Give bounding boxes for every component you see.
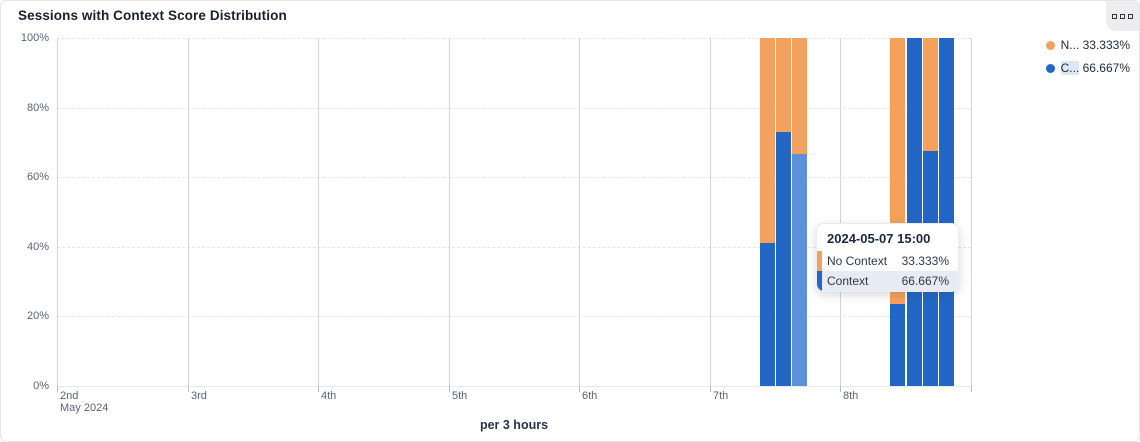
x-axis-label: 5th [452, 390, 468, 402]
x-axis-label: 4th [321, 390, 337, 402]
legend-value: 66.667% [1082, 61, 1130, 75]
legend-label: N... [1060, 38, 1080, 52]
x-axis-title: per 3 hours [479, 418, 549, 432]
x-axis-label: 7th [713, 390, 729, 402]
y-axis-label: 100% [20, 32, 49, 44]
y-axis-label: 40% [26, 240, 49, 253]
legend-value: 33.333% [1082, 38, 1130, 52]
y-axis-label: 60% [26, 171, 49, 184]
x-axis-tick [971, 386, 972, 392]
bar-segment-context[interactable] [939, 38, 955, 386]
x-axis-label: 8th [843, 390, 859, 402]
tooltip-title: 2024-05-07 15:00 [827, 231, 931, 246]
grid-menu-square [1120, 13, 1125, 19]
tooltip-row-context: Context 66.667% [817, 271, 958, 291]
tooltip-series-value: 66.667% [901, 274, 949, 288]
x-gridline [449, 38, 450, 386]
bar-segment-context[interactable] [759, 243, 775, 386]
x-gridline [188, 38, 189, 386]
y-gridline [57, 316, 971, 318]
x-axis-tick [188, 386, 189, 392]
x-axis-label: 3rd [191, 390, 207, 402]
y-gridline [57, 386, 971, 387]
legend-item-no-context[interactable]: N... 33.333% [1045, 38, 1130, 52]
bar-segment-no-context[interactable] [776, 38, 792, 132]
x-axis-tick [579, 386, 580, 392]
x-axis-tick [840, 386, 841, 392]
tooltip-series-label: Context [827, 274, 869, 288]
x-axis-tick [710, 386, 711, 392]
grid-menu-square [1112, 13, 1117, 19]
x-gridline [971, 38, 972, 386]
bar-segment-context[interactable] [906, 38, 922, 386]
x-axis-tick [449, 386, 450, 392]
legend-label: C... [1060, 61, 1080, 75]
chart-title: Sessions with Context Score Distribution [18, 8, 287, 23]
grid-menu-icon[interactable] [1106, 1, 1139, 31]
y-gridline [57, 177, 971, 179]
x-gridline [57, 38, 58, 386]
tooltip-color-strip [817, 251, 822, 271]
tooltip-color-strip [817, 271, 822, 291]
x-axis-tick [57, 386, 58, 392]
y-axis-label: 0% [33, 380, 49, 392]
y-axis-label: 20% [26, 310, 49, 323]
tooltip-series-value: 33.333% [901, 254, 949, 268]
tooltip-row-no-context: No Context 33.333% [817, 251, 958, 271]
x-axis-label: 6th [582, 390, 598, 402]
bar-segment-context[interactable] [776, 131, 792, 386]
x-gridline [579, 38, 580, 386]
y-axis-label: 80% [26, 101, 49, 114]
x-axis-sublabel: May 2024 [60, 402, 109, 414]
bar-segment-no-context[interactable] [923, 38, 939, 151]
legend-item-context[interactable]: C... 66.667% [1045, 61, 1130, 75]
y-gridline [57, 38, 971, 39]
legend-dot-no-context [1045, 40, 1055, 50]
y-gridline [57, 107, 971, 109]
bar-segment-no-context[interactable] [792, 38, 808, 154]
tooltip-series-label: No Context [827, 254, 888, 268]
legend-dot-context [1045, 63, 1055, 73]
x-gridline [318, 38, 319, 386]
x-gridline [840, 38, 841, 386]
bar-segment-context[interactable] [792, 153, 808, 386]
x-gridline [710, 38, 711, 386]
y-gridline [57, 246, 971, 248]
bar-segment-no-context[interactable] [759, 38, 775, 244]
legend: N... 33.333% C... 66.667% [1045, 38, 1130, 75]
bar-segment-context[interactable] [890, 304, 906, 386]
x-axis-label: 2nd May 2024 [60, 390, 109, 414]
chart-tooltip: 2024-05-07 15:00 No Context 33.333% Cont… [816, 223, 959, 292]
x-axis-tick [318, 386, 319, 392]
grid-menu-square [1128, 13, 1133, 19]
